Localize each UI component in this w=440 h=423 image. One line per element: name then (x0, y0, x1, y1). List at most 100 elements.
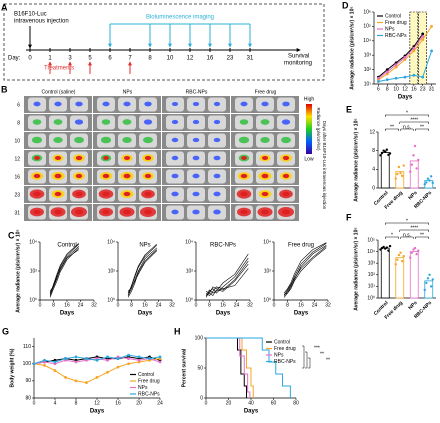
x-tick-label: 40 (248, 400, 254, 406)
signal (122, 119, 132, 125)
signal (213, 209, 221, 215)
signal (240, 101, 248, 107)
series-line (49, 247, 80, 298)
bar (409, 251, 419, 299)
column-header: RBC-NPs (186, 89, 208, 95)
signal (213, 101, 221, 107)
significance-bracket (385, 114, 429, 117)
data-point (85, 357, 88, 360)
data-point (421, 38, 425, 42)
x-tick-label: 8 (286, 302, 289, 308)
data-point (397, 253, 401, 257)
x-tick-label: 0 (117, 302, 120, 308)
series-line (378, 33, 424, 78)
series-line (49, 243, 79, 295)
y-tick-label: 10⁴ (185, 239, 193, 245)
y-tick-label: 10² (264, 268, 272, 274)
signal (192, 191, 200, 197)
y-tick-label: 10² (364, 67, 372, 73)
series-line (49, 243, 80, 294)
data-point (421, 32, 425, 36)
data-point (413, 246, 417, 250)
y-tick-label: 100 (195, 335, 204, 341)
y-axis-label: Average radiance (p/s/cm²/sr) × 10⁵ (349, 6, 355, 90)
significance-label: ** (420, 124, 424, 130)
data-point (64, 357, 67, 360)
signal (213, 173, 221, 179)
y-axis-label: Body weight (%) (9, 348, 15, 387)
data-point (421, 35, 425, 38)
significance-label: n.s. (403, 124, 411, 130)
signal-core (75, 173, 83, 179)
data-point (53, 360, 57, 364)
data-point (384, 150, 387, 153)
y-axis-label: Days after B16F10-Luc intravenous inject… (322, 121, 327, 210)
significance-label: **** (410, 117, 418, 123)
data-point (95, 376, 99, 379)
signal-core (282, 155, 290, 161)
x-tick-label: 16 (142, 302, 148, 308)
signal-core (282, 173, 290, 179)
data-point (397, 165, 401, 169)
signal (192, 137, 200, 143)
significance-bracket (305, 351, 308, 369)
signal (192, 119, 200, 125)
signal (74, 119, 84, 125)
y-tick-label: 10⁶ (363, 9, 371, 15)
signal (53, 136, 63, 144)
legend-label: NPs (138, 385, 148, 391)
signal-core (33, 191, 41, 197)
signal-core (261, 155, 269, 161)
survival-curve (206, 337, 254, 398)
x-tick-label: 0 (195, 302, 198, 308)
signal-core (123, 155, 131, 161)
y-tick-label: 50 (197, 365, 203, 371)
imaging-label: Bioluminescence imaging (146, 15, 214, 21)
significance-bracket (385, 236, 399, 239)
x-tick-label: 80 (293, 400, 299, 406)
y-tick-label: 10⁴ (29, 239, 37, 245)
day: 10 (167, 56, 174, 62)
data-point (85, 381, 88, 384)
colorbar-high: High (304, 96, 315, 102)
row-label: 23 (14, 192, 20, 198)
signal-core (33, 209, 41, 215)
panel-label: E (346, 104, 352, 114)
data-point (417, 249, 420, 252)
series-line (283, 243, 327, 296)
y-tick-label: 10¹ (364, 81, 372, 87)
signal (122, 136, 132, 144)
significance-bracket (385, 222, 429, 225)
data-point (158, 360, 162, 364)
significance-label: **** (410, 225, 418, 231)
y-axis-label: Average radiance (p/s/cm²/sr) × 10⁵ (353, 118, 359, 202)
data-point (127, 357, 130, 360)
x-tick-label: 0 (205, 400, 208, 406)
day: 6 (108, 56, 112, 62)
x-tick-label: 24 (312, 302, 318, 308)
series-line (127, 243, 158, 296)
data-point (394, 76, 398, 80)
data-point (400, 259, 404, 263)
legend-label: Control (385, 13, 401, 19)
data-point (409, 170, 412, 173)
legend-label: RBC-NPs (274, 359, 296, 365)
data-point (394, 263, 397, 266)
x-tick-label: 32 (325, 302, 331, 308)
signal-core (240, 209, 248, 215)
data-point (377, 80, 380, 83)
panel-label: A (1, 2, 8, 12)
data-point (116, 365, 120, 369)
signal (171, 101, 179, 107)
x-tick-label: 32 (247, 302, 253, 308)
y-tick-label: 8 (372, 148, 375, 154)
colorbar-title: Radiance (p/s/cm²/sr) (316, 107, 321, 151)
chart-title: Free drug (288, 243, 314, 249)
series-line (205, 257, 249, 298)
signal (281, 119, 291, 125)
significance-bracket (308, 357, 311, 369)
significance-bracket (415, 236, 429, 239)
series-line (205, 260, 249, 294)
column-header: NPs (123, 89, 133, 95)
